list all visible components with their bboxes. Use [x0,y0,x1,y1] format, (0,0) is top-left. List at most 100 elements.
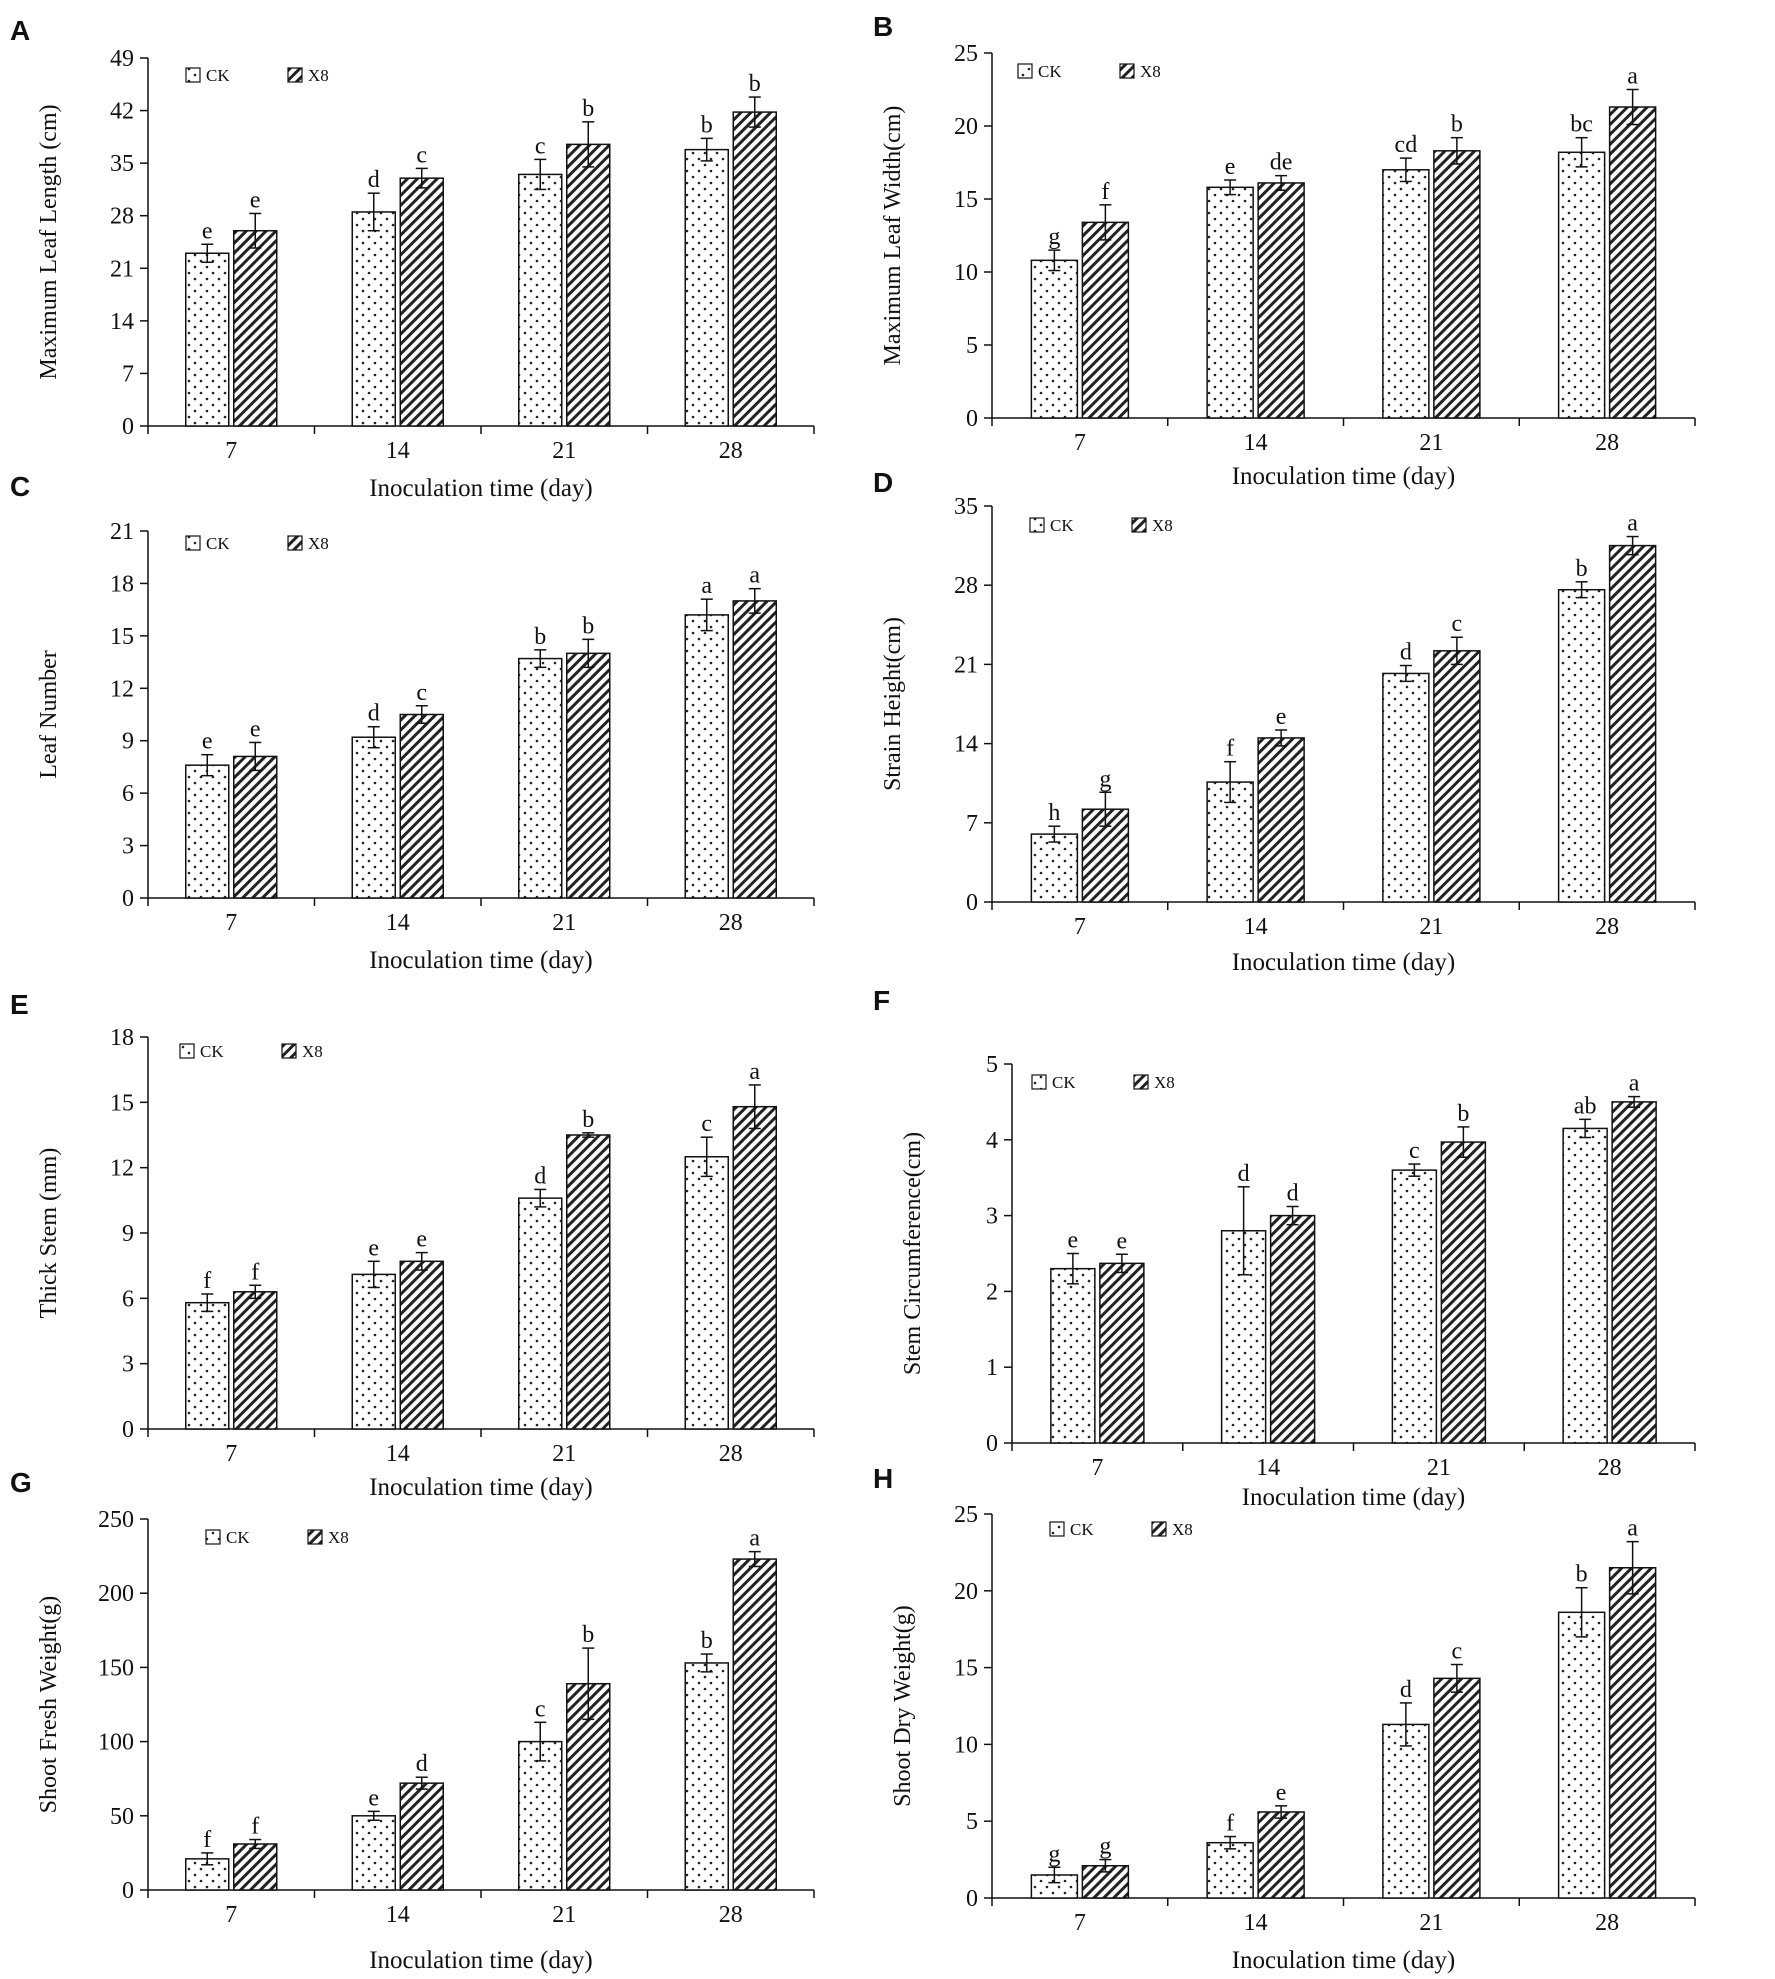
panel-f-y-tick-label: 0 [986,1431,998,1457]
panel-c-legend-swatch-ck [185,535,201,551]
panel-f-bar-ck [1050,1267,1096,1444]
panel-d-y-tick-label: 28 [954,573,978,599]
panel-c-y-tick-label: 9 [122,729,134,755]
panel-a-significance-label: e [202,218,213,244]
panel-c-letter: C [10,471,30,502]
panel-c-significance-label: e [250,716,261,742]
panel-e-bar-ck [185,1301,230,1430]
panel-c-significance-label: d [368,701,380,727]
panel-h-legend-label-ck: CK [1070,1520,1094,1539]
panel-f-legend-label-ck: CK [1052,1073,1076,1092]
panel-g-letter: G [10,1467,32,1498]
panel-g-y-axis-title: Shoot Fresh Weight(g) [36,1596,62,1814]
panel-g: G 0 50 100 150 200 250 7 14 21 28 f e c b f d b a CK X8 Inocu… [10,1467,815,1974]
panel-g-y-tick-label: 250 [98,1507,134,1533]
panel-c-bar-x8 [399,713,444,899]
panel-e-bar-x8 [399,1260,444,1430]
panel-a-significance-label: d [368,167,380,193]
panel-d-significance-label: g [1099,766,1111,792]
panel-a-bar-ck [684,148,729,427]
panel-f-letter: F [873,985,890,1016]
panel-a-x-tick-label: 28 [719,438,743,464]
panel-b-legend-label-x8: X8 [1140,62,1161,81]
panel-h-significance-label: c [1452,1639,1463,1665]
panel-f-bar-ck [1391,1169,1438,1444]
panel-e-bar-x8 [732,1105,777,1430]
panel-c-bar-ck [684,614,729,899]
panel-a-y-tick-label: 42 [110,99,134,125]
panel-e-bar-ck [518,1197,563,1430]
panel-a-x-tick-label: 7 [225,438,237,464]
panel-d-legend-swatch-x8 [1131,517,1147,533]
panel-a-x-tick-label: 21 [552,438,576,464]
panel-e-x-tick-label: 14 [386,1441,410,1467]
panel-d-bar-ck [1557,588,1606,903]
panel-f-significance-label: ab [1574,1093,1597,1119]
panel-c-y-tick-label: 21 [110,519,134,545]
panel-d-y-tick-label: 14 [954,732,978,758]
panel-f-bar-x8 [1269,1214,1316,1444]
panel-d-y-tick-label: 0 [966,890,978,916]
panel-e-x-tick-label: 21 [552,1441,576,1467]
panel-a-y-axis-title: Maximum Leaf Length (cm) [36,104,62,379]
panel-b-bar-x8 [1433,150,1481,419]
panel-f-x-axis-title: Inoculation time (day) [1242,1484,1466,1511]
panel-d-x-tick-label: 21 [1419,914,1443,940]
panel-e-x-tick-label: 28 [719,1441,743,1467]
panel-e-y-tick-label: 9 [122,1221,134,1247]
panel-g-significance-label: b [701,1628,713,1654]
panel-e-bar-ck [351,1273,396,1430]
panel-d-legend-label-x8: X8 [1152,516,1173,535]
panel-h-legend-swatch-x8 [1151,1521,1167,1537]
panel-f-x-tick-label: 21 [1427,1455,1451,1481]
panel-f-legend-label-x8: X8 [1154,1073,1175,1092]
panel-d-y-tick-label: 21 [954,652,978,678]
panel-d-bar-ck [1030,833,1079,903]
panel-e-significance-label: e [416,1227,427,1253]
panel-c-bar-ck [185,764,230,899]
panel-h-significance-label: b [1576,1562,1588,1588]
panel-g-bar-x8 [732,1558,777,1891]
panel-b-significance-label: a [1627,64,1638,90]
panel-b-legend-swatch-ck [1017,63,1033,79]
panel-c-x-tick-label: 21 [552,910,576,936]
panel-e-significance-label: d [534,1163,546,1189]
panel-h-bar-x8 [1608,1567,1657,1899]
panel-a-y-tick-label: 35 [110,151,134,177]
panel-b-letter: B [873,11,893,42]
panel-g-legend-swatch-x8 [307,1529,323,1545]
panel-c-legend-swatch-x8 [287,535,303,551]
panel-h-significance-label: e [1276,1780,1287,1806]
panel-d-letter: D [873,467,893,498]
panel-g-legend-swatch-ck [205,1529,221,1545]
panel-g-bar-x8 [399,1782,444,1891]
panel-h-significance-label: f [1226,1811,1234,1837]
panel-g-significance-label: b [582,1622,594,1648]
panel-b-legend-label-ck: CK [1038,62,1062,81]
panel-g-y-tick-label: 150 [98,1655,134,1681]
panel-a-significance-label: e [250,187,261,213]
panel-c-legend-label-x8: X8 [308,534,329,553]
panel-h-bar-ck [1557,1611,1606,1899]
panel-h-legend-label-x8: X8 [1172,1520,1193,1539]
panel-f-bar-x8 [1611,1101,1657,1444]
panel-e-bar-x8 [566,1134,611,1430]
panel-a-y-tick-label: 7 [122,361,134,387]
panel-e-y-tick-label: 3 [122,1352,134,1378]
panel-a-x-tick-label: 14 [386,438,410,464]
panel-c-x-tick-label: 7 [225,910,237,936]
panel-e-significance-label: c [701,1111,712,1137]
panel-e-significance-label: b [582,1107,594,1133]
panel-b-x-tick-label: 14 [1244,430,1268,456]
panel-d-significance-label: d [1400,640,1412,666]
panel-g-significance-label: d [416,1751,428,1777]
panel-f-bar-x8 [1440,1141,1487,1444]
panel-b-bar-x8 [1608,106,1657,419]
panel-f-y-tick-label: 2 [986,1279,998,1305]
panel-b-y-tick-label: 25 [954,41,978,67]
panel-h-x-tick-label: 14 [1244,1910,1268,1936]
panel-c: C 0 3 6 9 12 15 18 21 7 14 21 28 e d b a e c b a CK X8 Inoculat… [10,471,815,974]
panel-d-bar-ck [1382,672,1430,903]
panel-a-legend-label-x8: X8 [308,66,329,85]
panel-e-significance-label: a [749,1059,760,1085]
